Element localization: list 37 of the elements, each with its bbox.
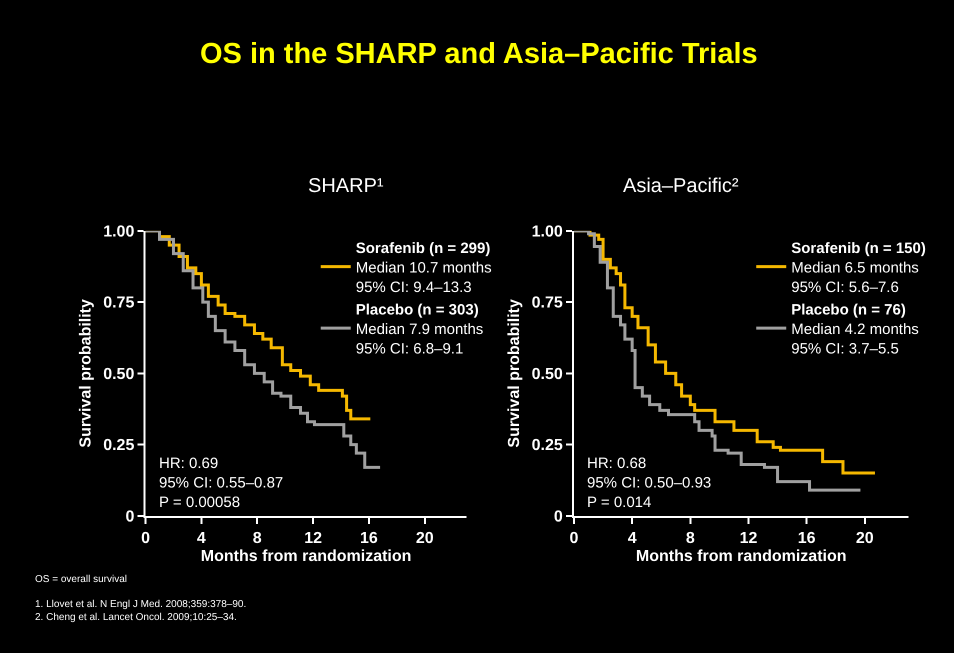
text: 1. Llovet et al. N Engl J Med. 2008;359:378–90. 2. Cheng et al. Lancet Oncol. 2009;10:25–34. [35,599,246,623]
legend-label: Sorafenib (n = 299) Median 10.7 months 95% CI: 9.4–13.3 [356,240,492,296]
y-tick-label: 0.50 [532,366,563,383]
legend-label: Placebo (n = 303) Median 7.9 months 95% CI: 6.8–9.1 [356,301,484,358]
x-tick-label: 16 [798,530,816,547]
x-axis-title: Months from randomization [636,548,847,566]
x-tick-label: 4 [196,530,206,547]
x-tick-label: 20 [416,530,434,547]
text: OS = overall survival [35,574,127,585]
legend-label: Sorafenib (n = 150) Median 6.5 months 95% CI: 5.6–7.6 [791,240,926,296]
x-tick-label: 8 [686,530,695,547]
y-axis-title: Survival probability [506,298,524,448]
x-tick-label: 8 [252,530,262,547]
y-tick-label: 1.00 [103,223,134,240]
y-tick-label: 0.25 [103,437,134,454]
chart-title: Asia–Pacific² [623,175,739,197]
annotation: HR: 0.69 95% CI: 0.55–0.87 P = 0.00058 [159,455,284,511]
x-tick-label: 16 [360,530,378,547]
x-tick-label: 4 [628,530,637,547]
annotation: HR: 0.68 95% CI: 0.50–0.93 P = 0.014 [587,455,712,511]
y-tick-label: 0.75 [532,294,563,312]
chart-title: OS in the SHARP and Asia–Pacific Trials [200,38,758,70]
x-tick-label: 12 [304,530,322,547]
y-tick-label: 0.25 [532,437,563,454]
legend-label: Placebo (n = 76) Median 4.2 months 95% CI: 3.7–5.5 [791,301,919,358]
x-tick-label: 0 [570,530,579,547]
y-tick-label: 0 [554,508,563,526]
y-tick-label: 0.50 [103,366,134,383]
x-tick-label: 12 [740,530,758,547]
y-tick-label: 1.00 [532,223,563,240]
y-tick-label: 0 [125,508,134,526]
x-axis-title: Months from randomization [200,548,412,566]
y-axis-title: Survival probability [78,298,95,448]
y-tick-label: 0.75 [103,294,134,312]
x-tick-label: 0 [141,530,150,547]
chart-subtitle: SHARP¹ [308,175,384,197]
x-tick-label: 20 [856,530,874,547]
